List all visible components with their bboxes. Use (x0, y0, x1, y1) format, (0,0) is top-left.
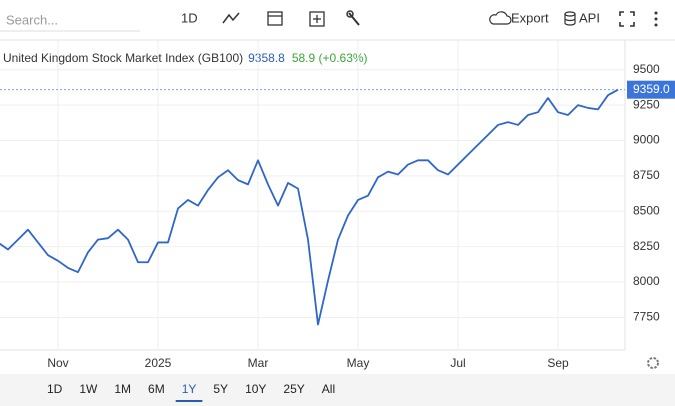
y-tick-label: 8500 (633, 203, 660, 217)
price-line (0, 88, 619, 326)
chart-type-icon[interactable] (222, 12, 240, 24)
tools-icon-head (346, 10, 354, 18)
range-bar (0, 374, 675, 406)
y-tick-label: 8250 (633, 239, 660, 253)
api-icon-body (564, 14, 576, 26)
range-button[interactable]: 25Y (283, 382, 304, 396)
y-tick-label: 8750 (633, 168, 660, 182)
last-value-label: 9359.0 (633, 82, 670, 96)
chart-title: United Kingdom Stock Market Index (GB100… (3, 51, 243, 65)
y-tick-label: 7750 (633, 310, 660, 324)
range-button[interactable]: 5Y (213, 382, 228, 396)
range-button[interactable]: 6M (148, 382, 165, 396)
api-button[interactable]: API (579, 10, 600, 25)
interval-button[interactable]: 1D (181, 10, 198, 25)
settings-icon[interactable] (647, 357, 659, 369)
menu-dot (654, 23, 658, 27)
x-tick-label: May (347, 356, 370, 370)
range-button[interactable]: 1W (79, 382, 98, 396)
range-button[interactable]: 1Y (182, 382, 197, 396)
y-tick-label: 9000 (633, 133, 660, 147)
price: 9358.8 (248, 51, 285, 65)
y-tick-label: 9500 (633, 62, 660, 76)
menu-dot[interactable] (654, 11, 658, 15)
export-icon[interactable] (489, 11, 512, 25)
x-tick-label: Jul (450, 356, 465, 370)
range-button[interactable]: 1D (47, 382, 63, 396)
x-tick-label: Sep (547, 356, 569, 370)
x-tick-label: Nov (47, 356, 68, 370)
range-button[interactable]: All (322, 382, 335, 396)
search-placeholder[interactable]: Search... (6, 12, 58, 27)
x-tick-label: Mar (248, 356, 269, 370)
add-icon[interactable] (309, 11, 325, 27)
y-tick-label: 8000 (633, 274, 660, 288)
price-change: 58.9 (+0.63%) (292, 51, 368, 65)
range-buttons: 1D 1W 1M 6M 1Y 5Y 10Y 25Y All (47, 382, 335, 402)
range-button[interactable]: 10Y (245, 382, 266, 396)
x-tick-label: 2025 (145, 356, 172, 370)
tools-icon[interactable] (348, 12, 360, 26)
search-box[interactable] (0, 8, 150, 34)
y-tick-label: 9250 (633, 97, 660, 111)
menu-dot (654, 17, 658, 21)
export-button[interactable]: Export (511, 10, 549, 25)
range-button[interactable]: 1M (114, 382, 131, 396)
fullscreen-icon[interactable] (619, 11, 635, 27)
plot: 7750 8000 8250 8500 8750 9000 9250 9500 Nov 2025 M… (0, 40, 675, 370)
last-value-box (627, 80, 675, 99)
calendar-icon[interactable] (267, 11, 283, 26)
